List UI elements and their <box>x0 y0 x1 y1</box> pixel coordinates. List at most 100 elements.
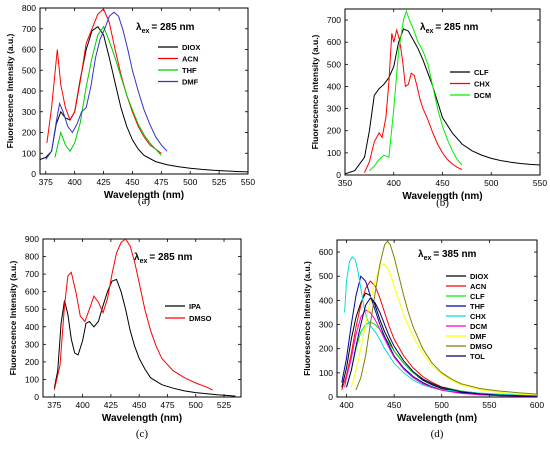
excitation-label: λex = 285 nm <box>134 252 193 265</box>
excitation-symbol: λ <box>136 22 142 33</box>
y-tick-label: 300 <box>22 107 36 117</box>
panel-caption: (a) <box>138 195 151 207</box>
y-tick-label: 500 <box>327 59 341 69</box>
x-tick-label: 425 <box>104 400 118 410</box>
y-tick-label: 100 <box>327 148 341 158</box>
legend-label: DMF <box>182 78 199 87</box>
excitation-value: = 285 nm <box>151 22 194 33</box>
y-tick-label: 0 <box>34 392 39 402</box>
y-tick-label: 600 <box>327 37 341 47</box>
x-tick-label: 500 <box>435 400 449 410</box>
x-tick-label: 425 <box>96 177 110 187</box>
series-line-ipa <box>53 278 236 397</box>
legend-label: DCM <box>474 91 491 100</box>
series-line-dcm <box>344 309 537 397</box>
x-axis-title: Wavelength (nm) <box>397 413 477 424</box>
excitation-value: = 385 nm <box>433 249 476 260</box>
series-line-thf <box>341 275 537 397</box>
excitation-subscript: ex <box>426 28 434 35</box>
legend-label: THF <box>182 66 197 75</box>
y-tick-label: 400 <box>22 86 36 96</box>
legend-label: THF <box>470 302 485 311</box>
x-tick-label: 400 <box>387 178 401 188</box>
y-tick-label: 800 <box>22 3 36 13</box>
y-tick-label: 100 <box>319 368 333 378</box>
plot-frame <box>42 238 242 398</box>
chart-panel-d: 400 450 500 550 600 0 100 200 300 400 500 600 Wavele… <box>302 239 544 440</box>
legend-label: DMSO <box>470 342 493 351</box>
excitation-label: λex = 285 nm <box>420 22 479 35</box>
y-tick-label: 500 <box>25 304 39 314</box>
excitation-value: = 285 nm <box>149 252 192 263</box>
x-tick-label: 500 <box>183 177 197 187</box>
y-tick-label: 900 <box>25 234 39 244</box>
x-tick-label: 525 <box>212 177 226 187</box>
legend-label: ACN <box>470 282 486 291</box>
series-line-dmf <box>45 11 168 160</box>
series-line-chx <box>364 28 463 174</box>
x-tick-label: 475 <box>160 400 174 410</box>
x-axis-title: Wavelength (nm) <box>402 191 482 202</box>
x-tick-label: 350 <box>338 178 352 188</box>
legend-label: CLF <box>474 68 489 77</box>
panel-caption: (c) <box>136 428 149 440</box>
x-tick-label: 400 <box>68 177 82 187</box>
series-line-dmso <box>355 240 537 395</box>
legend-label: CLF <box>470 292 485 301</box>
excitation-label: λex = 285 nm <box>136 22 195 35</box>
y-tick-label: 400 <box>319 295 333 305</box>
y-axis-title: Fluorescence Intensity (a.u.) <box>5 33 15 148</box>
y-tick-label: 300 <box>25 339 39 349</box>
x-tick-label: 450 <box>132 400 146 410</box>
y-tick-label: 200 <box>327 126 341 136</box>
y-tick-label: 600 <box>319 247 333 257</box>
y-tick-label: 100 <box>25 374 39 384</box>
legend-label: CHX <box>470 312 486 321</box>
y-tick-label: 300 <box>319 320 333 330</box>
plot-frame <box>336 239 538 398</box>
y-tick-label: 700 <box>25 269 39 279</box>
legend-label: DMF <box>470 332 487 341</box>
excitation-symbol: λ <box>134 252 140 263</box>
x-tick-label: 375 <box>39 177 53 187</box>
legend-label: TOL <box>470 352 485 361</box>
series-line-dmf <box>350 263 537 396</box>
excitation-value: = 285 nm <box>435 22 478 33</box>
y-tick-label: 200 <box>25 357 39 367</box>
x-tick-label: 500 <box>484 178 498 188</box>
legend: CLF CHX DCM <box>450 68 491 100</box>
y-axis-title: Fluorescence Intensity (a.u.) <box>302 261 312 376</box>
y-axis-title: Fluorescence Intensity (a.u.) <box>8 260 18 375</box>
excitation-subscript: ex <box>424 255 432 262</box>
y-tick-label: 200 <box>319 344 333 354</box>
x-tick-label: 450 <box>387 400 401 410</box>
x-tick-label: 450 <box>125 177 139 187</box>
chart-panel-c: 375 400 425 450 475 500 525 0 100 200 300 400 500 600… <box>8 234 242 440</box>
y-tick-label: 400 <box>327 81 341 91</box>
excitation-label: λex = 385 nm <box>418 249 477 262</box>
y-tick-label: 300 <box>327 104 341 114</box>
y-tick-label: 200 <box>22 128 36 138</box>
excitation-subscript: ex <box>142 28 150 35</box>
legend: IPA DMSO <box>165 302 212 323</box>
chart-panel-b: 350 400 450 500 550 0 100 200 300 400 500 600 700 Wav… <box>310 8 547 209</box>
x-tick-label: 500 <box>189 400 203 410</box>
y-tick-label: 600 <box>22 45 36 55</box>
x-axis-title: Wavelength (nm) <box>102 413 182 424</box>
legend-label: DIOX <box>182 43 200 52</box>
y-tick-label: 500 <box>22 65 36 75</box>
series-line-chx <box>344 256 537 396</box>
series-line-dcm <box>369 9 463 171</box>
y-tick-label: 500 <box>319 271 333 281</box>
legend-label: ACN <box>182 55 198 64</box>
legend: DIOX ACN THF DMF <box>158 43 200 87</box>
series-line-clf <box>346 321 537 397</box>
series-line-clf <box>345 28 540 175</box>
x-tick-label: 400 <box>339 400 353 410</box>
excitation-symbol: λ <box>418 249 424 260</box>
excitation-subscript: ex <box>140 258 148 265</box>
y-tick-label: 0 <box>336 170 341 180</box>
series-line-diox <box>40 26 248 173</box>
x-tick-label: 400 <box>76 400 90 410</box>
y-axis-title: Fluorescence Intensity (a.u.) <box>310 34 320 149</box>
